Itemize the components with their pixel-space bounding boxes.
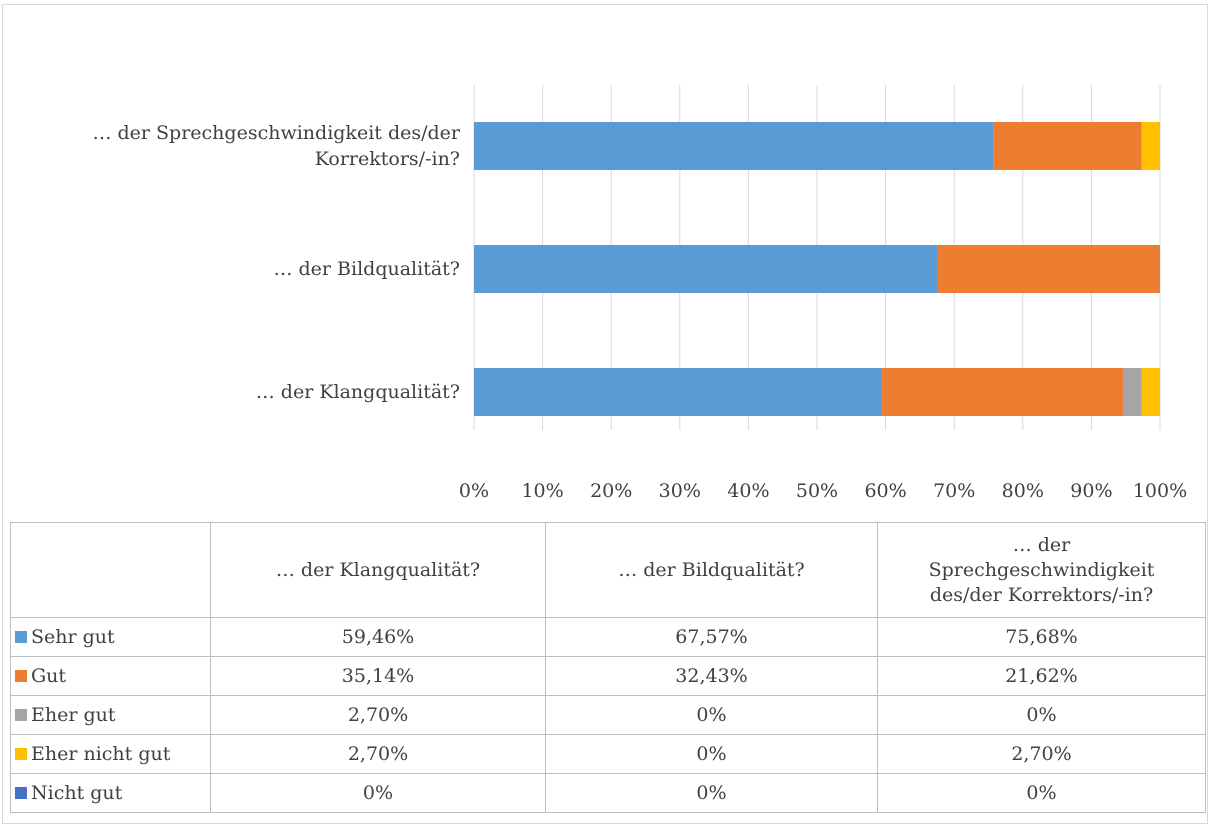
legend-label: Eher nicht gut [31,743,171,765]
table-value: 0% [877,695,1206,735]
table-value: 0% [210,773,546,813]
legend-label: Gut [31,665,67,687]
column-header: … der Sprechgeschwindigkeit des/der Korr… [877,522,1206,618]
y-tick-label: … der Sprechgeschwindigkeit des/der Korr… [92,122,460,170]
data-table: … der Klangqualität?… der Bildqualität?…… [10,522,1206,813]
bar-segment [937,245,1160,293]
table-value: 59,46% [210,617,546,657]
legend-cell: Eher nicht gut [10,734,211,774]
legend-swatch [15,748,27,760]
table-value: 2,70% [877,734,1206,774]
legend-cell: Eher gut [10,695,211,735]
x-tick-label: 30% [659,480,701,502]
legend-label: Eher gut [31,704,116,726]
table-row: Gut 35,14% 32,43% 21,62% [10,656,1206,696]
legend-swatch [15,631,27,643]
table-value: 75,68% [877,617,1206,657]
x-tick-label: 0% [459,480,489,502]
bar-segment [993,122,1142,170]
table-value: 21,62% [877,656,1206,696]
legend-swatch [15,670,27,682]
column-header: … der Klangqualität? [210,522,546,618]
bar-segment [1141,368,1160,416]
x-tick-label: 70% [933,480,975,502]
legend-cell: Nicht gut [10,773,211,813]
table-row: Sehr gut 59,46% 67,57% 75,68% [10,617,1206,657]
x-tick-label: 90% [1070,480,1112,502]
x-tick-label: 20% [590,480,632,502]
bar-segment [881,368,1123,416]
x-tick-label: 40% [727,480,769,502]
y-tick-label: … der Klangqualität? [255,381,460,403]
x-tick-label: 100% [1133,480,1187,502]
table-row: Nicht gut 0% 0% 0% [10,773,1206,813]
table-value: 32,43% [545,656,878,696]
y-tick-label: … der Bildqualität? [273,258,460,280]
x-tick-label: 10% [521,480,563,502]
table-row: Eher nicht gut 2,70% 0% 2,70% [10,734,1206,774]
bar-segment [1122,368,1142,416]
legend-swatch [15,709,27,721]
table-corner [10,522,211,618]
chart-frame [2,4,1208,824]
table-value: 0% [545,734,878,774]
bar-segment [1141,122,1160,170]
table-value: 0% [545,695,878,735]
legend-swatch [15,787,27,799]
legend-cell: Gut [10,656,211,696]
legend-cell: Sehr gut [10,617,211,657]
x-tick-label: 80% [1002,480,1044,502]
x-tick-label: 60% [864,480,906,502]
table-header-row: … der Klangqualität?… der Bildqualität?…… [10,522,1206,618]
bar-segment [474,368,882,416]
table-value: 2,70% [210,695,546,735]
column-header: … der Bildqualität? [545,522,878,618]
table-value: 0% [545,773,878,813]
legend-label: Nicht gut [31,782,123,804]
x-tick-label: 50% [796,480,838,502]
table-value: 0% [877,773,1206,813]
table-value: 35,14% [210,656,546,696]
table-value: 2,70% [210,734,546,774]
bar-segment [474,245,938,293]
table-value: 67,57% [545,617,878,657]
bar-segment [474,122,994,170]
legend-label: Sehr gut [31,626,115,648]
table-row: Eher gut 2,70% 0% 0% [10,695,1206,735]
